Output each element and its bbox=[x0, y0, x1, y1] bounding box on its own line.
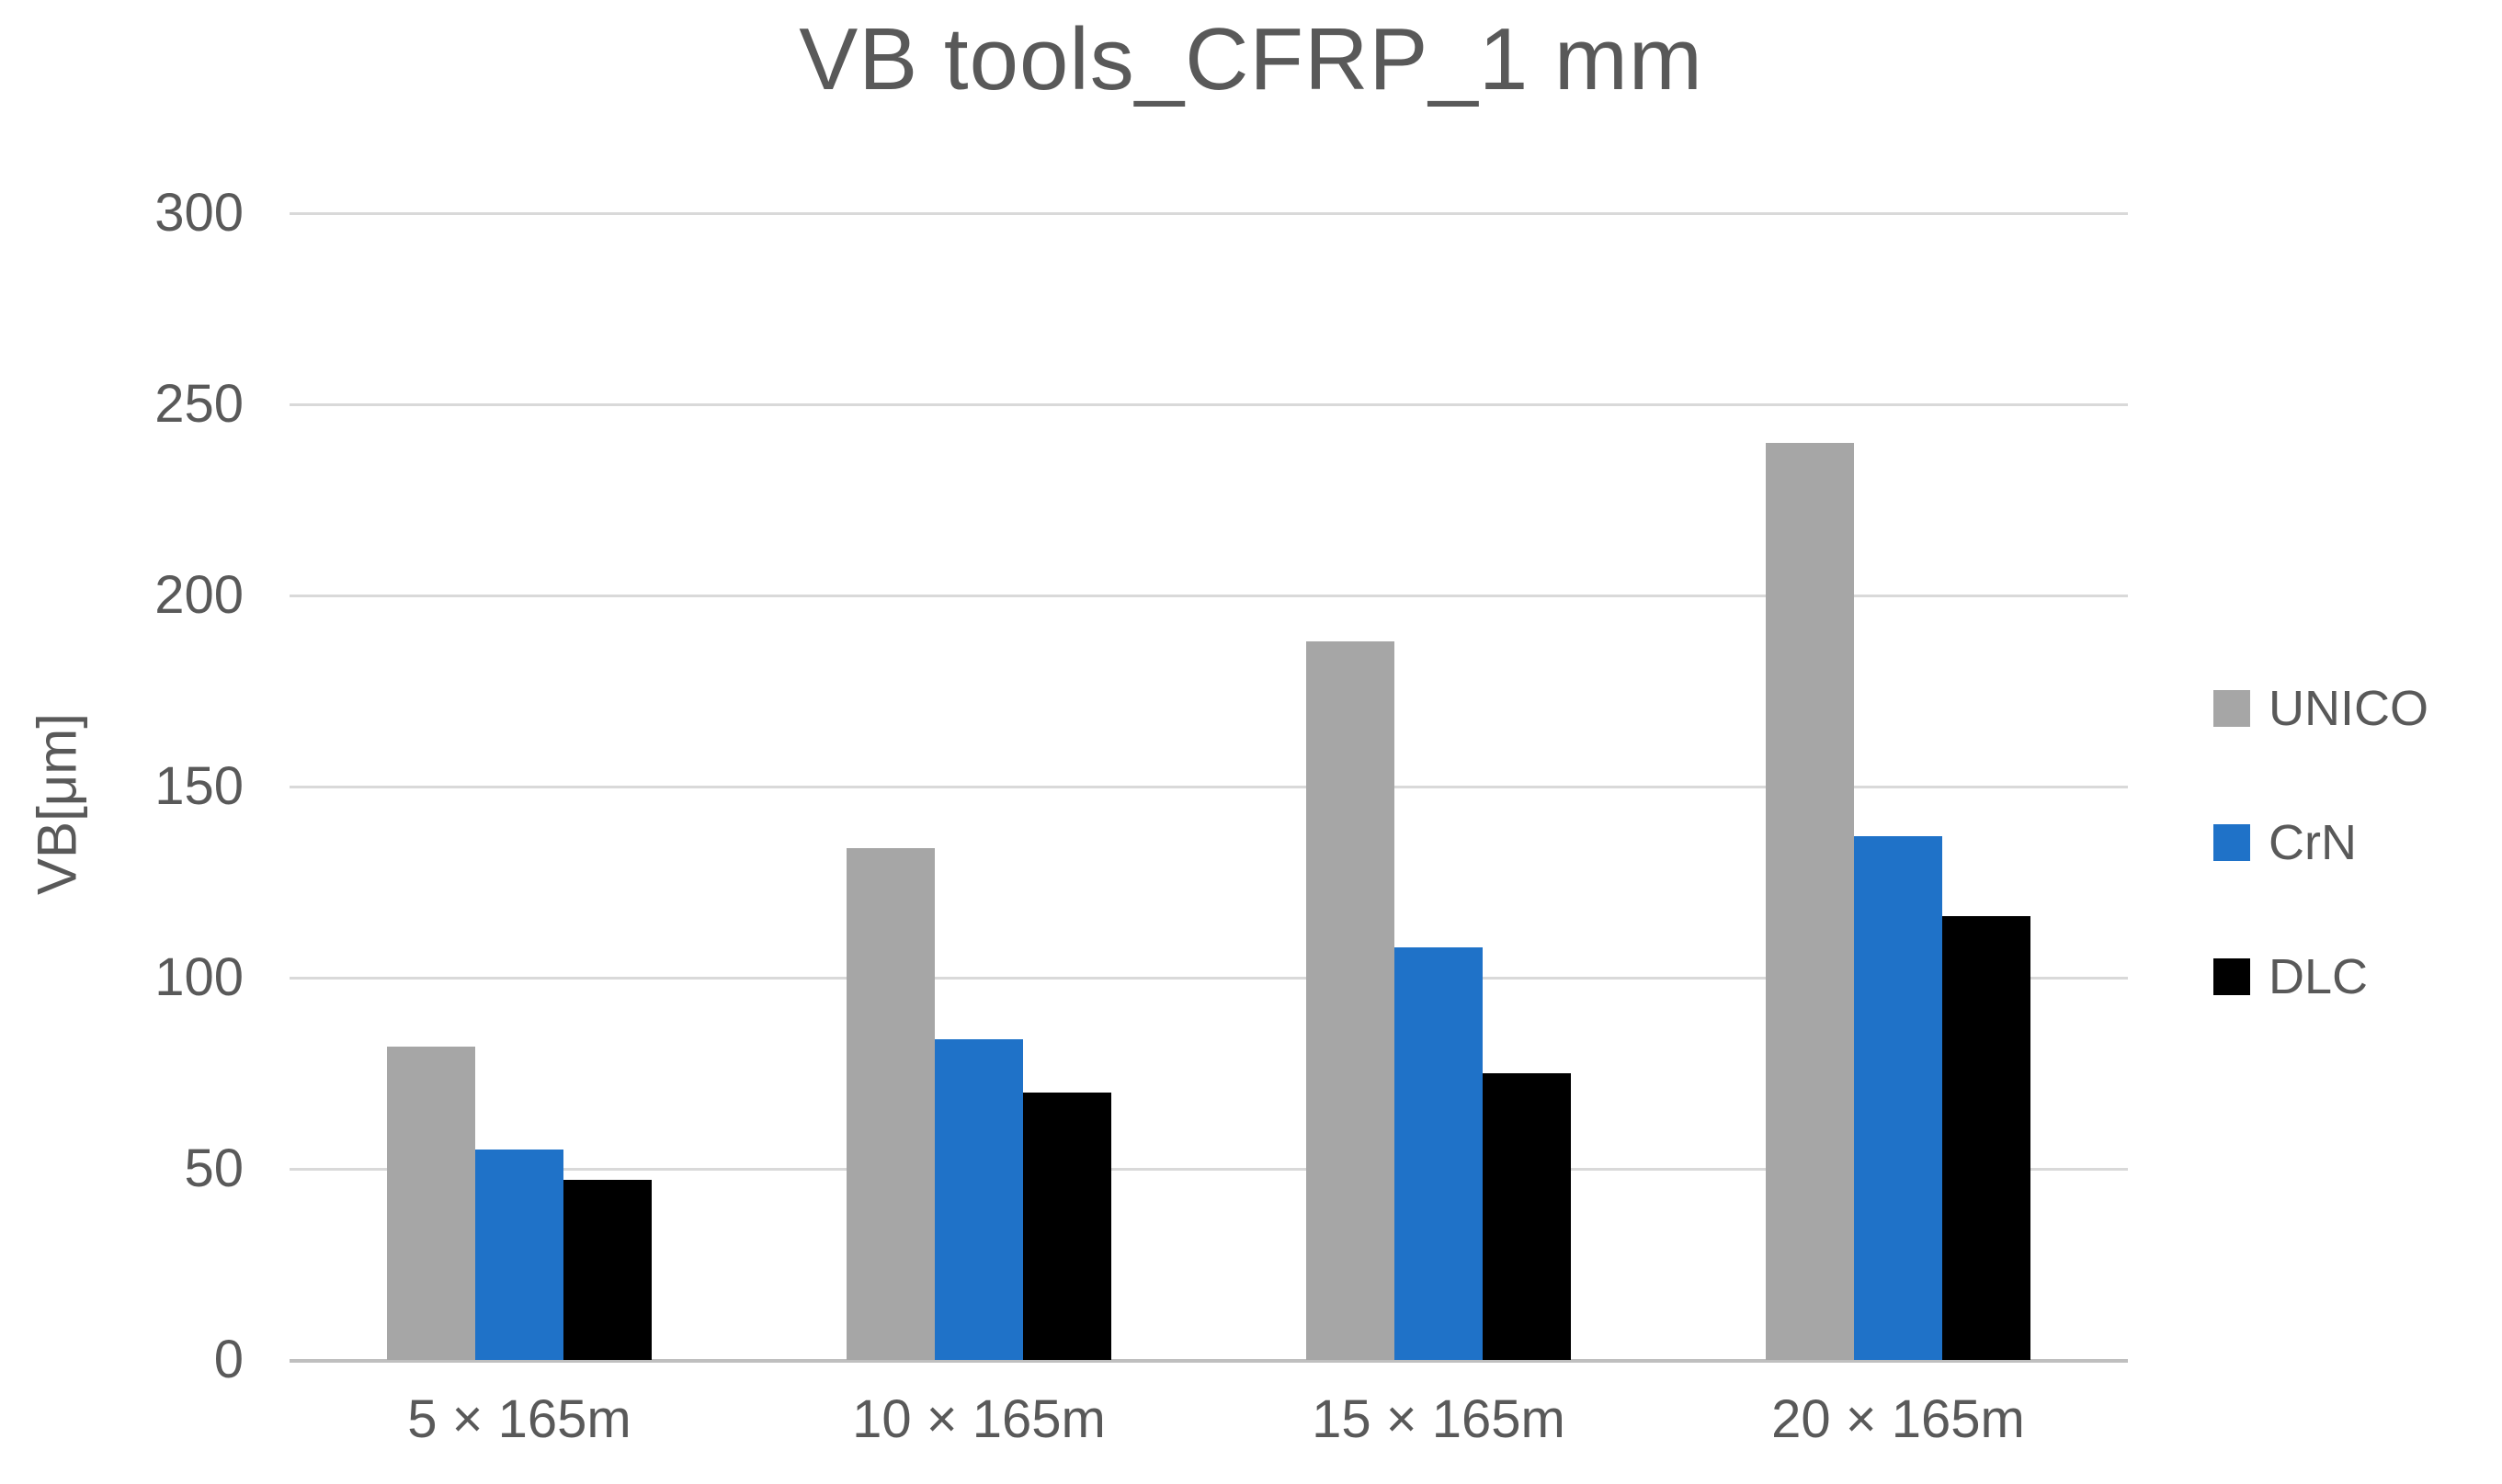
gridline bbox=[290, 211, 2128, 215]
legend-swatch-dlc bbox=[2213, 958, 2250, 995]
gridline bbox=[290, 1167, 2128, 1171]
gridline bbox=[290, 594, 2128, 597]
y-tick-label: 250 bbox=[154, 374, 244, 434]
legend-label: CrN bbox=[2269, 815, 2357, 870]
legend-item-crn: CrN bbox=[2213, 814, 2428, 871]
bar-crn-2 bbox=[935, 1038, 1023, 1360]
bar-dlc-4 bbox=[1942, 916, 2030, 1360]
legend-item-dlc: DLC bbox=[2213, 948, 2428, 1005]
y-tick-label: 150 bbox=[154, 756, 244, 816]
y-tick-label: 300 bbox=[154, 183, 244, 243]
bar-dlc-1 bbox=[563, 1180, 652, 1360]
bar-unico-1 bbox=[387, 1046, 475, 1360]
x-tick-label: 20 × 165m bbox=[1771, 1389, 2025, 1449]
x-tick-label: 10 × 165m bbox=[852, 1389, 1106, 1449]
bar-crn-1 bbox=[475, 1150, 563, 1360]
gridline bbox=[290, 402, 2128, 406]
legend-swatch-crn bbox=[2213, 824, 2250, 861]
bar-unico-2 bbox=[847, 847, 935, 1360]
bar-crn-3 bbox=[1394, 946, 1483, 1360]
legend-label: UNICO bbox=[2269, 681, 2428, 736]
legend-item-unico: UNICO bbox=[2213, 680, 2428, 737]
bar-dlc-3 bbox=[1483, 1073, 1571, 1360]
x-axis-line bbox=[290, 1358, 2128, 1363]
x-tick-label: 15 × 165m bbox=[1312, 1389, 1565, 1449]
y-tick-label: 100 bbox=[154, 947, 244, 1007]
bar-crn-4 bbox=[1854, 836, 1942, 1360]
gridline bbox=[290, 976, 2128, 980]
chart-title: VB tools_CFRP_1 mm bbox=[799, 10, 1703, 108]
y-tick-label: 0 bbox=[213, 1330, 244, 1389]
gridline bbox=[290, 785, 2128, 788]
bar-unico-4 bbox=[1766, 442, 1854, 1360]
x-tick-label: 5 × 165m bbox=[407, 1389, 631, 1449]
bar-dlc-2 bbox=[1023, 1092, 1111, 1360]
y-tick-label: 200 bbox=[154, 565, 244, 625]
bar-unico-3 bbox=[1306, 640, 1394, 1360]
legend-label: DLC bbox=[2269, 949, 2369, 1004]
legend-swatch-unico bbox=[2213, 690, 2250, 727]
legend: UNICO CrN DLC bbox=[2213, 680, 2428, 1005]
y-tick-label: 50 bbox=[184, 1138, 244, 1198]
